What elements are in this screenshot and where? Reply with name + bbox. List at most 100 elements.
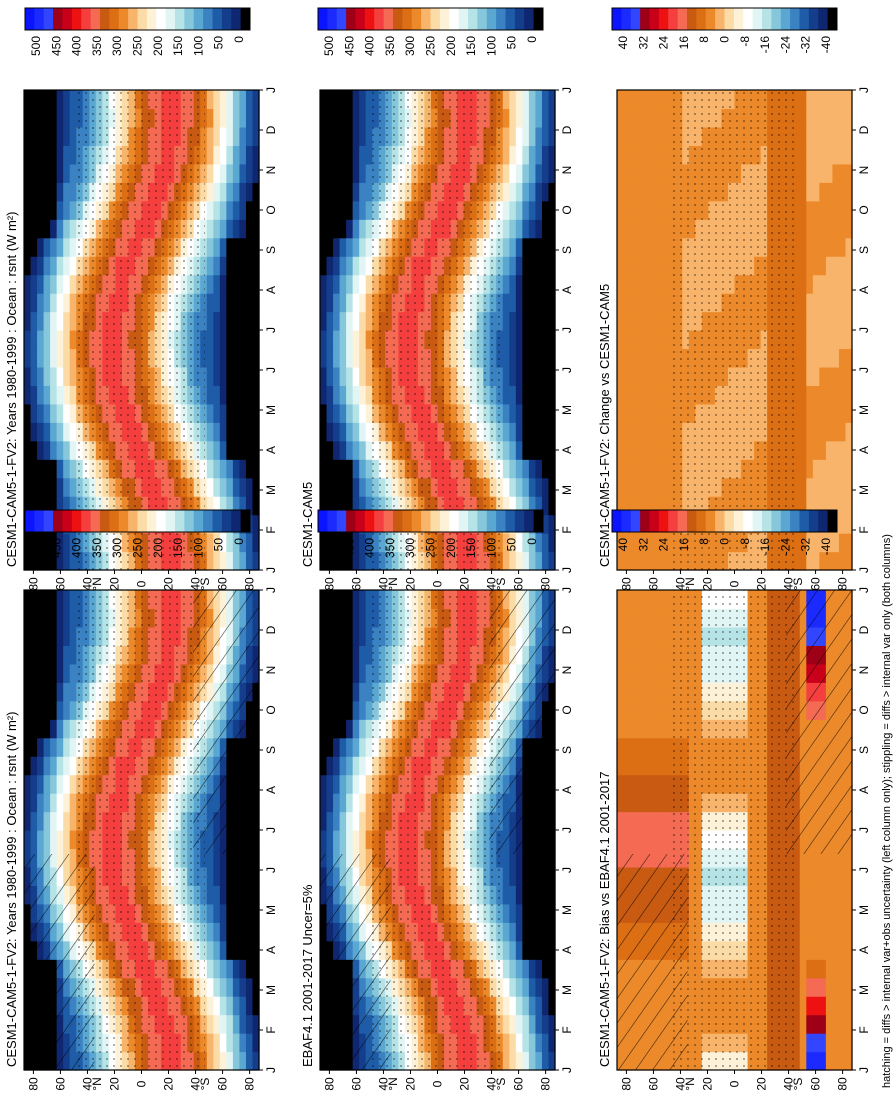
heatmap-cell [69,311,77,331]
heatmap-cell [326,793,334,813]
heatmap-cell [656,645,664,665]
hatching-overlay [617,854,688,1070]
heatmap-cell [206,977,214,997]
heatmap-cell [56,403,64,423]
heatmap-cell [548,274,556,294]
heatmap-cell [56,590,64,610]
heatmap-cell [502,885,510,905]
heatmap-cell [548,496,556,516]
heatmap-cell [509,330,517,350]
heatmap-cell [37,200,45,220]
heatmap-cell [502,163,510,183]
heatmap-cell [339,126,347,146]
heatmap-cell [502,866,510,886]
heatmap-cell [845,903,853,923]
heatmap-cell [333,496,341,516]
heatmap-cell [359,774,367,794]
heatmap-cell [352,237,360,257]
heatmap-cell [541,182,550,202]
x-tick-label: A [857,786,871,794]
heatmap-cell [819,922,827,942]
heatmap-cell [548,459,556,479]
stippling-overlay [371,90,501,570]
heatmap-cell [24,330,32,350]
heatmap-cell [535,996,543,1016]
heatmap-cell [206,293,214,313]
heatmap-cell [339,682,347,702]
heatmap-cell [30,830,38,850]
x-tick-label: F [560,1026,574,1033]
heatmap-cell [838,1051,847,1071]
heatmap-cell [656,626,664,646]
heatmap-cell [239,274,247,294]
heatmap-cell [799,1014,807,1034]
heatmap-cell [515,996,523,1016]
heatmap-cell [359,348,367,368]
heatmap-cell [359,459,367,479]
x-tick-label: J [560,867,574,873]
heatmap-cell [535,959,543,979]
heatmap-cell [245,977,254,997]
heatmap-cell [502,403,510,423]
heatmap-cell [30,756,38,776]
heatmap-cell [359,719,367,739]
heatmap-cell [656,533,664,553]
heatmap-cell [522,274,530,294]
heatmap-cell [226,848,234,868]
heatmap-cell [522,496,530,516]
heatmap-cell [239,90,247,110]
heatmap-cell [548,366,556,386]
heatmap-cell [365,422,373,442]
y-tick-label: 20 [107,577,121,591]
heatmap-cell [320,108,328,128]
heatmap-cell [326,126,334,146]
heatmap-cell [30,700,38,720]
heatmap-cell [359,682,367,702]
heatmap-cell [825,940,834,960]
heatmap-cell [69,422,77,442]
heatmap-cell [845,977,853,997]
heatmap-cell [662,533,670,553]
heatmap-cell [63,126,71,146]
heatmap-cell [56,645,64,665]
heatmap-cell [56,811,64,831]
heatmap-cell [502,496,510,516]
heatmap-cell [528,551,537,571]
heatmap-cell [662,737,670,757]
x-tick-label: F [264,526,278,533]
heatmap-cell [239,1033,247,1053]
hemisphere-label: °S [791,1078,805,1091]
heatmap-cell [630,719,638,739]
heatmap-cell [56,440,64,460]
heatmap-cell [50,459,58,479]
heatmap-cell [43,256,51,276]
heatmap-cell [548,348,556,368]
x-tick-label: S [264,246,278,254]
heatmap-cell [548,477,556,497]
heatmap-cell [232,1051,241,1071]
heatmap-cell [522,385,530,405]
heatmap-cell [219,274,227,294]
heatmap-cell [252,496,260,516]
heatmap-cell [63,256,71,276]
heatmap-cell [365,793,373,813]
heatmap-cell [352,663,360,683]
x-tick-label: J [560,327,574,333]
heatmap-cell [548,514,556,534]
heatmap-cell [232,1033,241,1053]
heatmap-cell [346,719,354,739]
heatmap-cell [333,811,341,831]
heatmap-cell [320,811,328,831]
heatmap-cell [245,496,254,516]
heatmap-cell [213,996,221,1016]
heatmap-cell [63,108,71,128]
heatmap-cell [56,663,64,683]
heatmap-cell [50,756,58,776]
heatmap-cell [845,848,853,868]
heatmap-cell [30,645,38,665]
heatmap-cell [515,977,523,997]
heatmap-cell [43,682,51,702]
heatmap-cell [320,274,328,294]
heatmap-cell [333,626,341,646]
